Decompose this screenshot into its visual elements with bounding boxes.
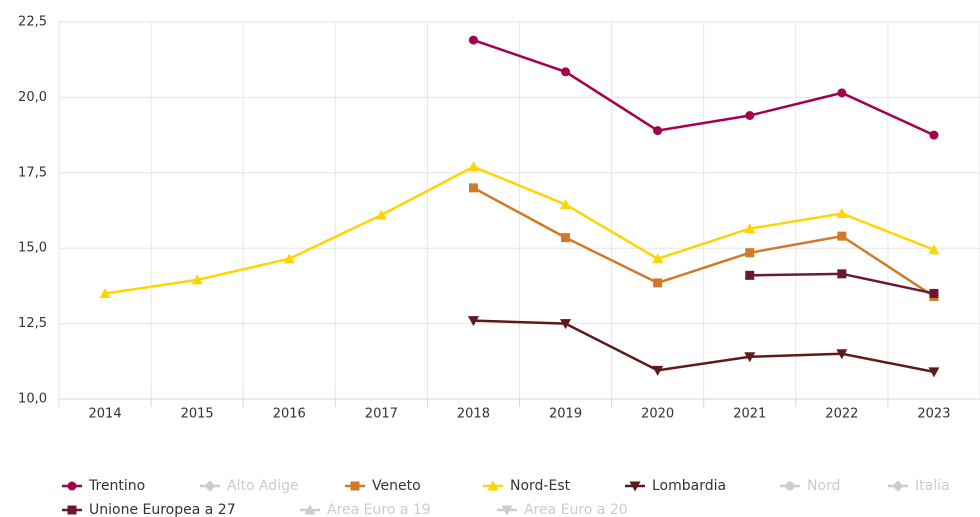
legend-item[interactable]: Area Euro a 19 <box>327 502 431 517</box>
data-point <box>837 269 847 279</box>
data-point <box>375 209 387 220</box>
data-point <box>744 352 756 363</box>
y-tick-label: 10,0 <box>18 392 47 407</box>
data-point <box>99 287 111 298</box>
data-point <box>837 231 847 241</box>
x-tick-label: 2022 <box>825 407 858 422</box>
x-tick-label: 2016 <box>273 407 306 422</box>
data-point <box>561 67 571 77</box>
y-tick-label: 20,0 <box>18 90 47 105</box>
data-point <box>653 126 663 136</box>
data-point <box>652 253 664 264</box>
x-tick-label: 2018 <box>457 407 490 422</box>
x-tick-label: 2014 <box>89 407 122 422</box>
legend-item[interactable]: Unione Europea a 27 <box>89 502 236 517</box>
legend-item[interactable]: Nord-Est <box>510 478 571 494</box>
legend-item[interactable]: Area Euro a 20 <box>524 502 628 517</box>
data-point <box>468 183 478 193</box>
data-point <box>561 233 571 243</box>
legend-symbol <box>304 504 316 515</box>
data-point <box>745 110 755 120</box>
y-tick-label: 17,5 <box>18 165 47 180</box>
data-point <box>191 274 203 285</box>
x-tick-label: 2023 <box>917 407 950 422</box>
legend-item[interactable]: Nord <box>807 478 840 494</box>
data-point <box>928 244 940 255</box>
y-tick-label: 12,5 <box>18 316 47 331</box>
y-tick-label: 22,5 <box>18 15 47 30</box>
data-point <box>837 88 847 98</box>
data-point <box>745 270 755 280</box>
x-tick-label: 2019 <box>549 407 582 422</box>
legend-item[interactable]: Italia <box>915 478 950 494</box>
legend-item[interactable]: Trentino <box>88 478 145 494</box>
data-point <box>836 208 848 219</box>
data-point <box>283 253 295 264</box>
data-point <box>653 278 663 288</box>
data-point <box>468 35 478 45</box>
legend-symbol <box>204 480 216 492</box>
legend-symbol <box>892 480 904 492</box>
y-tick-label: 15,0 <box>18 241 47 256</box>
x-tick-label: 2020 <box>641 407 674 422</box>
legend-symbol <box>785 481 795 491</box>
series-line <box>473 38 935 137</box>
data-point <box>652 365 664 376</box>
x-tick-label: 2015 <box>181 407 214 422</box>
legend-item[interactable]: Lombardia <box>652 478 726 494</box>
legend-symbol <box>629 481 641 492</box>
series-line <box>473 319 935 374</box>
data-point <box>836 349 848 360</box>
legend-item[interactable]: Veneto <box>372 478 421 494</box>
data-point <box>467 161 479 172</box>
x-tick-label: 2017 <box>365 407 398 422</box>
legend-symbol <box>67 505 77 515</box>
legend-symbol <box>350 481 360 491</box>
data-point <box>745 248 755 258</box>
series-line <box>104 165 935 295</box>
legend-symbol <box>501 505 513 516</box>
legend-symbol <box>67 481 77 491</box>
data-point <box>929 130 939 140</box>
data-point <box>744 223 756 234</box>
legend-symbol <box>487 480 499 491</box>
data-point <box>467 316 479 327</box>
x-tick-label: 2021 <box>733 407 766 422</box>
data-point <box>560 319 572 330</box>
data-point <box>928 367 940 378</box>
data-point <box>560 198 572 209</box>
legend-item[interactable]: Alto Adige <box>227 478 299 494</box>
series-line <box>472 186 935 298</box>
data-point <box>929 288 939 298</box>
